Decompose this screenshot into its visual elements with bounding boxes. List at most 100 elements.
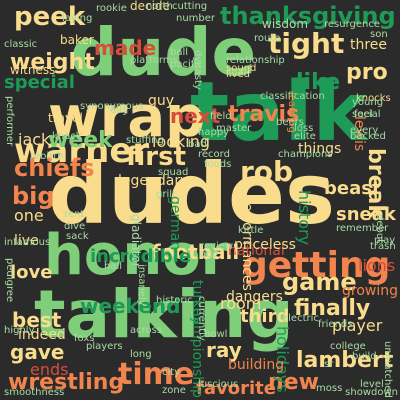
cloud-word-wrap: wrap (48, 85, 206, 150)
cloud-word-made: made (94, 36, 157, 60)
cloud-word-dive: dive (64, 221, 86, 232)
cloud-word-kittle: kittle (238, 225, 264, 236)
cloud-word-third: third (240, 306, 290, 327)
cloud-word-infamous: infamous (4, 237, 51, 248)
cloud-word-special: special (4, 72, 75, 93)
cloud-word-building: building (228, 357, 285, 373)
cloud-word-showdown: showdown (345, 387, 398, 398)
cloud-word-friends: friends (318, 319, 353, 330)
cloud-word-lions: lions (358, 256, 396, 275)
cloud-word-best: best (12, 308, 62, 332)
cloud-word-performer: performer (4, 96, 15, 147)
cloud-word-beast: beast (324, 178, 381, 199)
cloud-word-players: players (86, 341, 123, 352)
cloud-word-three: three (350, 37, 388, 53)
cloud-word-finally: finally (294, 296, 371, 321)
cloud-word-tight: tight (268, 27, 345, 60)
cloud-word-number: number (176, 13, 216, 24)
cloud-word-highly: highly (4, 325, 35, 336)
cloud-word-feel: feel (354, 109, 373, 120)
cloud-word-synonymous: synonymous (80, 101, 144, 112)
cloud-word-electric: electric (282, 313, 319, 324)
cloud-word-grill: grill (156, 189, 175, 200)
cloud-word-player: player (332, 316, 383, 335)
cloud-word-dude: dude (70, 14, 257, 91)
cloud-word-champions: champions (278, 149, 333, 160)
cloud-word-zone: zone (162, 385, 186, 396)
cloud-word-day: day (110, 105, 129, 116)
cloud-word-football: football (152, 240, 240, 264)
cloud-word-pro: pro (346, 60, 388, 85)
cloud-word-foods: foods (204, 159, 232, 170)
cloud-word-happy: happy (198, 127, 230, 138)
cloud-word-city: city (162, 367, 181, 378)
cloud-word-time: time (118, 357, 195, 392)
cloud-word-sneak: sneak (336, 204, 396, 225)
cloud-word-first: first (126, 142, 186, 172)
cloud-word-big: big (12, 182, 55, 210)
cloud-word-college: college (330, 341, 366, 352)
cloud-word-rob: rob (240, 155, 294, 188)
cloud-word-bowl: bowl (204, 329, 228, 340)
cloud-word-indeed: indeed (18, 327, 66, 343)
cloud-word-guy: guy (148, 93, 175, 109)
cloud-word-warner: warner (14, 131, 150, 171)
cloud-word-field: field (210, 111, 232, 122)
cloud-word-rookie: rookie (96, 3, 127, 14)
cloud-word-favorite: favorite (196, 378, 276, 399)
cloud-word-next: next (170, 104, 221, 128)
cloud-word-honor: honor (44, 223, 229, 288)
cloud-word-looking: looking (152, 132, 211, 151)
cloud-word-resurgence: resurgence (324, 19, 381, 30)
cloud-word-laying: laying (62, 13, 93, 24)
cloud-word-weekend: weekend (80, 294, 181, 318)
cloud-word-gladiator: gladiator (129, 214, 143, 268)
cloud-word-dynasty: dynasty (192, 50, 203, 90)
cloud-word-chiefs: chiefs (14, 154, 95, 182)
cloud-word-loss: loss (294, 123, 314, 134)
cloud-word-peek: peek (14, 2, 86, 32)
cloud-word-dangers: dangers (226, 289, 283, 305)
cloud-word-remember: remember (336, 223, 389, 234)
cloud-word-lived: lived (226, 69, 250, 80)
cloud-word-thanksgiving: thanksgiving (220, 2, 396, 30)
cloud-word-bad: bad (188, 139, 207, 150)
cloud-word-cutting: cutting (172, 1, 208, 12)
cloud-word-young: young (352, 97, 384, 108)
cloud-word-across: across (130, 325, 163, 336)
cloud-word-beers: beers (276, 117, 304, 128)
cloud-word-insanely: insanely (136, 264, 147, 306)
cloud-word-new: new (268, 370, 319, 395)
cloud-word-knack: knack (52, 131, 82, 142)
cloud-word-incredible: incredible (90, 246, 192, 267)
cloud-word-legendary: legendary (118, 173, 189, 189)
cloud-word-route: route (254, 33, 281, 44)
cloud-word-rent: rent (64, 209, 85, 220)
cloud-word-room: room (220, 294, 262, 313)
cloud-word-ends: ends (30, 360, 69, 379)
cloud-word-decide: decide (130, 0, 170, 13)
cloud-word-luscious: luscious (198, 379, 239, 390)
cloud-word-currently: currently (196, 296, 207, 341)
cloud-word-week: week (48, 128, 113, 153)
cloud-word-dudes: dudes (48, 145, 336, 243)
cloud-word-gave: gave (10, 340, 65, 364)
cloud-word-hall: hall (104, 261, 123, 272)
cloud-word-ball: ball (170, 47, 189, 58)
cloud-word-getting: getting (242, 245, 391, 286)
cloud-word-wrestling: wrestling (8, 370, 125, 395)
cloud-word-level: level (360, 379, 384, 390)
cloud-word-german: german (167, 196, 183, 251)
cloud-word-ray: ray (206, 338, 242, 362)
cloud-word-foxs: foxs (74, 333, 95, 344)
cloud-word-wisdom: wisdom (262, 17, 309, 31)
cloud-word-witness: witness (10, 63, 56, 77)
cloud-word-growing: growing (342, 283, 398, 299)
cloud-word-squad: squad (158, 167, 189, 178)
cloud-word-travis: travis (228, 102, 300, 127)
cloud-word-weight: weight (10, 50, 95, 75)
cloud-word-master: master (216, 123, 252, 134)
cloud-word-age: age (200, 249, 219, 260)
cloud-word-moss: moss (316, 383, 343, 394)
